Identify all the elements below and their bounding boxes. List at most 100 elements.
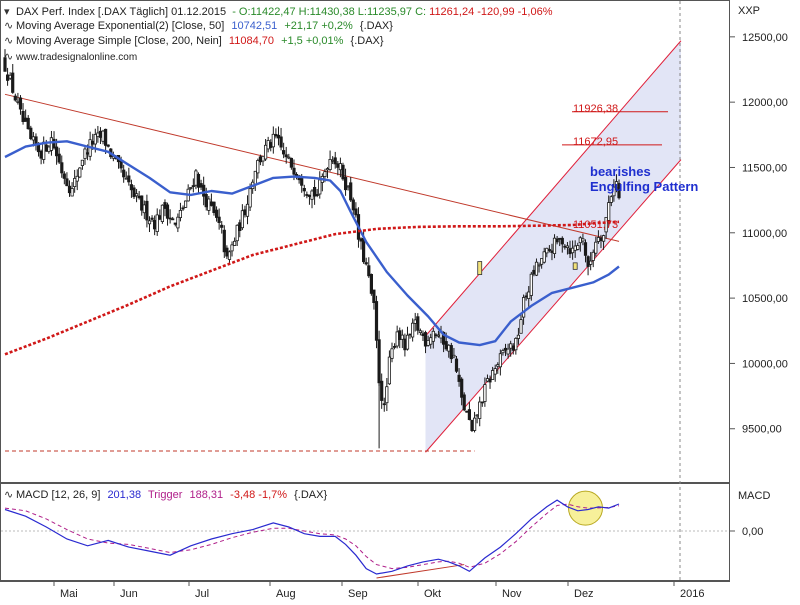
candle-body: [607, 202, 611, 221]
candle-body: [134, 193, 139, 197]
candle-body: [253, 170, 257, 185]
candle-body: [431, 330, 435, 342]
candle-body: [470, 419, 474, 431]
candle-body: [217, 216, 221, 224]
axis-layer: 9500,00 10000,00 10500,00 11000,00 11500,00 1…: [53, 1, 788, 600]
candle-body: [323, 171, 327, 177]
candle-body: [382, 403, 386, 406]
ema-change: +21,17 +0,2%: [284, 20, 353, 32]
candle-body: [333, 157, 337, 165]
candle-body: [276, 134, 281, 139]
candle-body: [602, 235, 606, 242]
candle-body: [416, 316, 420, 331]
candle-body: [302, 187, 306, 192]
candle-body: [147, 220, 152, 225]
candle-body: [78, 167, 82, 178]
candle-body: [434, 334, 438, 337]
candle-body: [336, 163, 340, 168]
candle-body: [532, 269, 536, 275]
candle-body: [522, 297, 526, 318]
macd-line: [4, 499, 620, 575]
candle-body: [449, 345, 453, 360]
header-line-2: Moving Average Exponential(2) [Close, 50…: [16, 20, 393, 32]
candle-body: [475, 414, 479, 417]
candle-body: [86, 152, 90, 155]
time-axis-label: Aug: [276, 588, 296, 600]
candle-body: [612, 186, 616, 197]
candle-body: [609, 196, 613, 203]
candle-body: [104, 128, 108, 146]
level-label-11926: 11926,38: [573, 103, 618, 115]
candle-body: [204, 193, 208, 208]
candle-body: [57, 153, 61, 163]
macd-header-line: MACD [12, 26, 9] 201,38 Trigger 188,31 -…: [16, 489, 327, 501]
candle-body: [472, 417, 477, 431]
candle-body: [39, 150, 43, 159]
candle-body: [75, 175, 79, 182]
candle-body: [369, 273, 374, 294]
candle-body: [155, 214, 159, 232]
candle-body: [93, 133, 97, 145]
candle-body: [122, 169, 126, 178]
candle-body: [181, 207, 185, 210]
candle-body: [374, 301, 379, 341]
candle-body: [392, 345, 397, 348]
candle-body: [232, 240, 237, 246]
candle-body: [405, 334, 410, 350]
candle-body: [261, 155, 265, 162]
candle-body: [576, 245, 580, 250]
price-layer: [3, 40, 682, 453]
candle-body: [160, 204, 164, 222]
xxp-label: XXP: [738, 5, 760, 17]
macd-divergence-line: [376, 564, 465, 579]
macd-axis-label: MACD: [738, 490, 770, 502]
candle-body: [550, 250, 554, 253]
candle-body: [6, 74, 10, 81]
candle-body: [540, 258, 544, 265]
candle-body: [240, 210, 244, 229]
website-label: www.tradesignalonline.com: [15, 52, 137, 63]
candle-body: [73, 177, 77, 187]
candle-body: [62, 173, 66, 179]
candle-body: [176, 216, 180, 229]
candle-body: [542, 251, 546, 263]
candle-body: [312, 186, 317, 197]
candle-body: [140, 195, 144, 211]
candle-body: [596, 237, 601, 242]
candle-body: [129, 184, 133, 191]
candle-body: [145, 200, 149, 221]
candle-body: [158, 215, 162, 220]
candle-body: [132, 187, 136, 198]
candle-body: [545, 247, 549, 254]
price-header: ▾ DAX Perf. Index [.DAX Täglich] 01.12.2…: [4, 6, 553, 63]
candle-body: [516, 334, 521, 339]
candle-body: [558, 237, 562, 240]
candle-body: [498, 353, 503, 368]
candle-body: [142, 204, 146, 214]
candle-body: [447, 344, 451, 352]
candle-body: [171, 218, 175, 221]
header-caret-3: ∿: [4, 35, 13, 47]
candle-body: [310, 190, 314, 200]
candle-body: [106, 144, 110, 147]
candle-body: [292, 167, 296, 175]
candle-body: [227, 251, 232, 260]
header-close-change: 11261,24 -120,99 -1,06%: [429, 6, 553, 18]
candle-body: [488, 378, 492, 383]
candle-body: [96, 132, 100, 137]
candle-body: [189, 187, 193, 189]
candle-body: [537, 264, 541, 267]
candle-body: [274, 133, 278, 137]
ema-value: 10742,51: [231, 20, 277, 32]
candle-body: [547, 249, 552, 251]
candle-body: [478, 401, 482, 419]
candle-body: [560, 237, 564, 245]
candle-body: [194, 170, 198, 186]
candle-body: [578, 237, 582, 244]
macd-header: ∿ MACD [12, 26, 9] 201,38 Trigger 188,31…: [4, 489, 327, 501]
candle-body: [552, 237, 557, 254]
price-axis-label: 11500,00: [742, 162, 787, 174]
candle-body: [349, 182, 353, 201]
candle-body: [325, 168, 330, 171]
